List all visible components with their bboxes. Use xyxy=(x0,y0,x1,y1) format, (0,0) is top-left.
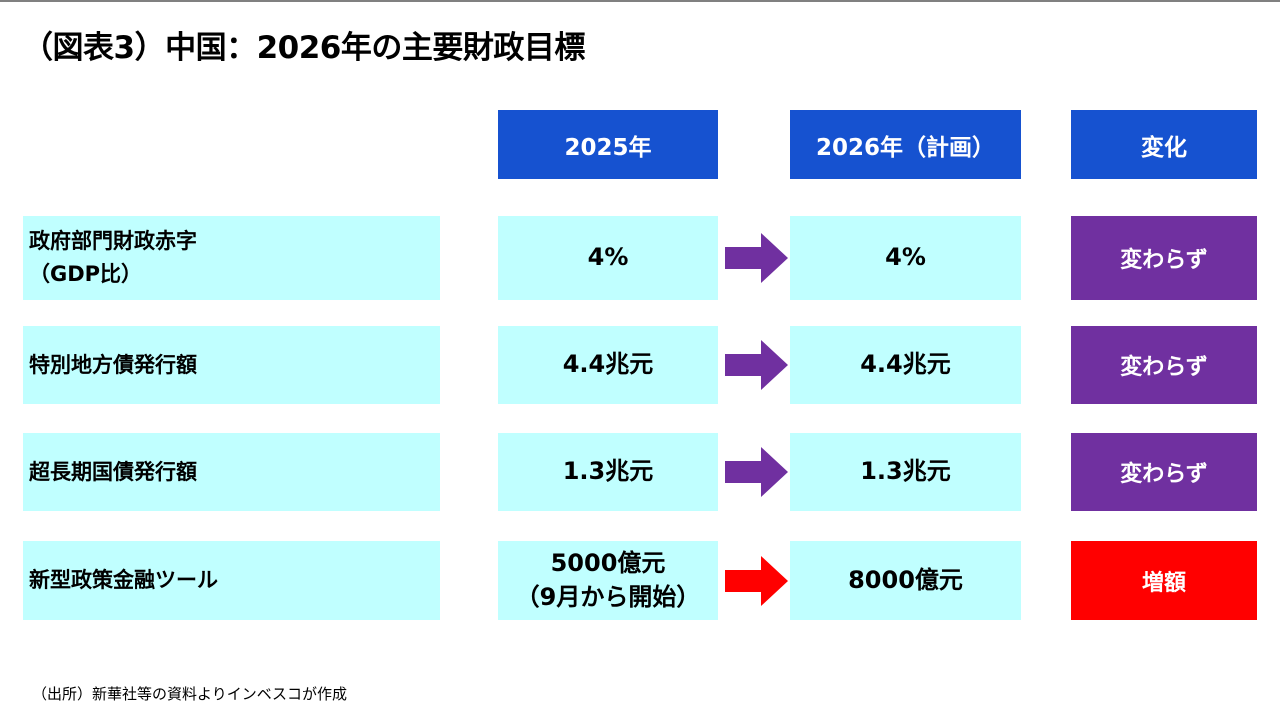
right-arrow-icon xyxy=(725,233,788,283)
value-2025: 1.3兆元 xyxy=(498,433,718,511)
row-label: 特別地方債発行額 xyxy=(23,326,440,404)
right-arrow-icon xyxy=(725,555,788,606)
value-2025: 4% xyxy=(498,216,718,300)
header-2026: 2026年（計画） xyxy=(790,110,1021,179)
value-2026: 1.3兆元 xyxy=(790,433,1021,511)
value-2026: 4% xyxy=(790,216,1021,300)
value-2026: 4.4兆元 xyxy=(790,326,1021,404)
change-badge: 変わらず xyxy=(1071,433,1257,511)
row-label: 新型政策金融ツール xyxy=(23,541,440,620)
value-2025: 5000億元 （9月から開始） xyxy=(498,541,718,620)
value-2026: 8000億元 xyxy=(790,541,1021,620)
change-badge: 増額 xyxy=(1071,541,1257,620)
header-change: 変化 xyxy=(1071,110,1257,179)
change-badge: 変わらず xyxy=(1071,216,1257,300)
right-arrow-icon xyxy=(725,340,788,390)
page-title: （図表3）中国：2026年の主要財政目標 xyxy=(22,30,585,66)
change-badge: 変わらず xyxy=(1071,326,1257,404)
row-label: 政府部門財政赤字 （GDP比） xyxy=(23,216,440,300)
source-note: （出所）新華社等の資料よりインベスコが作成 xyxy=(32,685,348,703)
header-2025: 2025年 xyxy=(498,110,718,179)
right-arrow-icon xyxy=(725,447,788,497)
value-2025: 4.4兆元 xyxy=(498,326,718,404)
top-border xyxy=(0,0,1280,2)
row-label: 超長期国債発行額 xyxy=(23,433,440,511)
